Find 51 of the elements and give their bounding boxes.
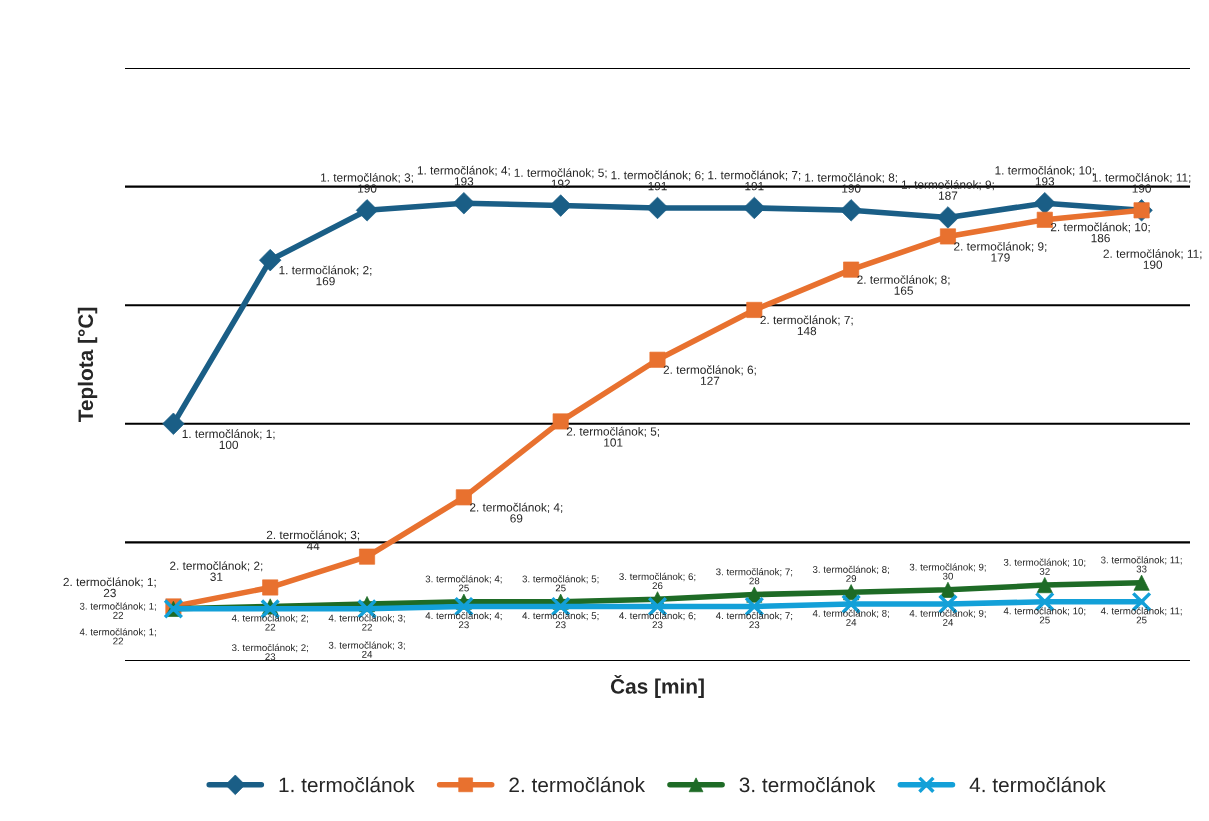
data-label: 4. termočlánok; 9; 24 [909,609,986,626]
point [936,206,960,229]
data-label: 2. termočlánok; 5; 101 [566,426,660,447]
point [939,228,956,245]
data-label: 2. termočlánok; 8; 165 [857,275,950,295]
data-label: 4. termočlánok; 11; 25 [1100,607,1182,624]
data-label: 3. termočlánok; 5; 25 [522,575,599,592]
legend-label: 3. termočlánok [739,776,876,793]
data-label: 1. termočlánok; 6; 191 [611,170,704,191]
data-label: 2. termočlánok; 6; 127 [663,365,756,385]
data-label: 3. termočlánok; 1; 22 [79,602,156,619]
data-label: 1. termočlánok; 4; 193 [417,165,510,186]
data-label: 4. termočlánok; 3; 22 [328,614,405,631]
data-label: 2. termočlánok; 3; 44 [266,530,360,551]
data-label: 3. termočlánok; 9; 30 [909,563,986,580]
point [355,199,379,222]
data-label: 3. termočlánok; 7; 28 [716,568,793,585]
data-label: 4. termočlánok; 2; 22 [231,614,308,631]
data-label: 2. termočlánok; 11; 190 [1103,249,1202,269]
data-label: 4. termočlánok; 4; 23 [425,611,502,629]
data-label: 3. termočlánok; 2; 23 [231,643,308,661]
data-label: 2. termočlánok; 1; 23 [63,577,156,598]
data-label: 3. termočlánok; 3; 24 [328,641,405,658]
data-label: 3. termočlánok; 4; 25 [425,575,502,592]
data-label: 2. termočlánok; 9; 179 [954,241,1047,262]
point [549,194,572,217]
data-label: 4. termočlánok; 10; 25 [1003,607,1086,624]
legend-label: 1. termočlánok [279,776,415,793]
point [452,192,476,215]
data-label: 4. termočlánok; 1; 22 [79,628,156,645]
data-label: 4. termočlánok; 7; 23 [715,611,793,629]
x-axis-title: Čas [min] [610,674,704,698]
data-label: 1. termočlánok; 7; 191 [708,170,801,191]
data-label: 3. termočlánok; 8; 29 [812,565,889,582]
data-label: 2. termočlánok; 10; 186 [1050,222,1150,243]
legend-label: 2. termočlánok [509,776,646,793]
data-label: 1. termočlánok; 2; 169 [279,265,372,286]
data-label: 3. termočlánok; 6; 26 [619,572,696,590]
data-label: 3. termočlánok; 10; 32 [1003,558,1086,575]
point [455,489,472,506]
data-label: 2. termočlánok; 2; 31 [170,561,263,581]
data-label: 1. termočlánok; 10; 193 [995,165,1094,186]
legend-label: 4. termočlánok [969,776,1106,793]
data-label: 4. termočlánok; 8; 24 [812,609,889,626]
data-label: 2. termočlánok; 4; 69 [470,502,563,523]
data-label: 1. termočlánok; 1; 100 [182,429,275,450]
data-label: 4. termočlánok; 6; 23 [619,611,696,629]
data-label: 4. termočlánok; 5; 23 [522,611,599,629]
y-axis-title: Teplota [°C] [77,307,98,423]
data-label: 2. termočlánok; 7; 148 [760,315,853,336]
data-label: 3. termočlánok; 11; 33 [1100,556,1182,573]
